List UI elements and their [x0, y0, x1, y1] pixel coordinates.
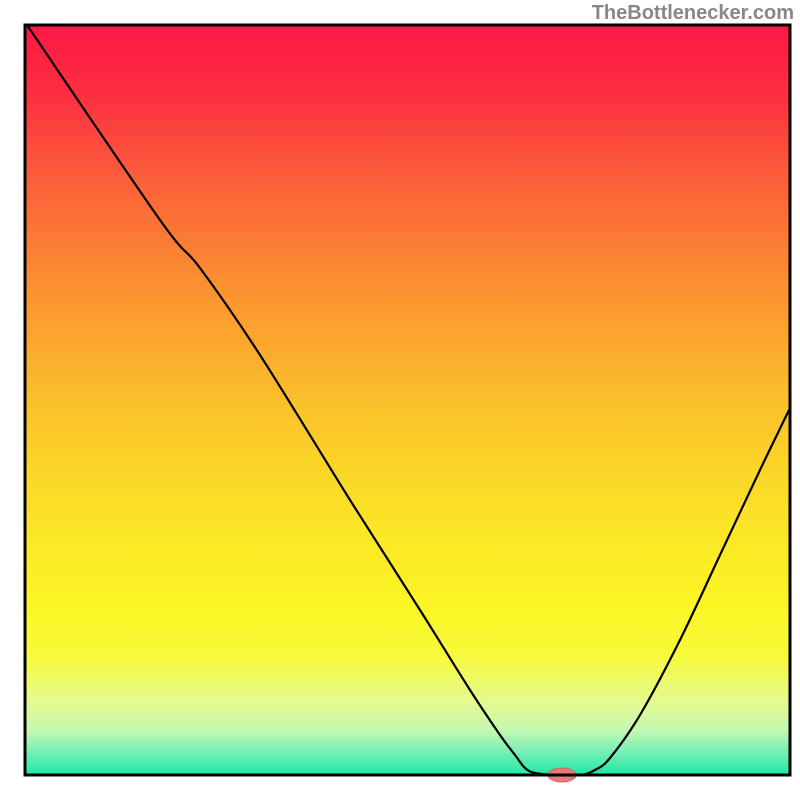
chart-background: [25, 25, 790, 775]
watermark-text: TheBottlenecker.com: [592, 2, 794, 25]
bottleneck-chart: [0, 0, 800, 800]
chart-container: TheBottlenecker.com: [0, 0, 800, 800]
